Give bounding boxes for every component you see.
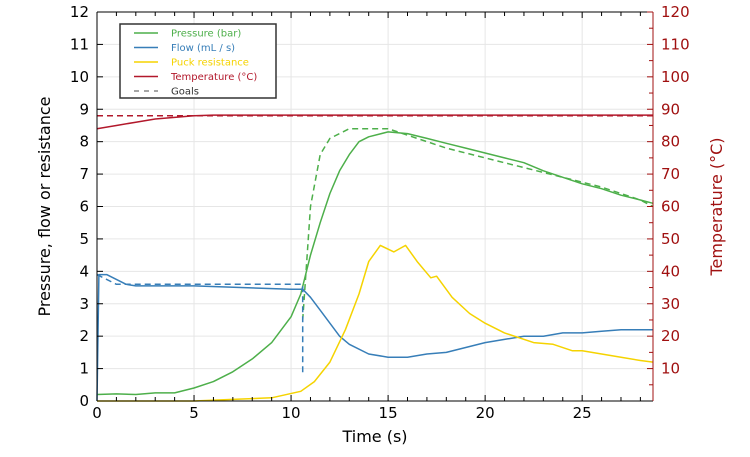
- legend-label: Temperature (°C): [170, 72, 257, 83]
- y-tick-label: 3: [79, 295, 89, 313]
- legend: [119, 23, 277, 99]
- y-tick-label: 10: [70, 68, 89, 86]
- legend-label: Puck resistance: [171, 58, 249, 69]
- y-axis-label: Pressure, flow or resistance: [35, 96, 54, 316]
- legend-label: Pressure (bar): [171, 29, 241, 40]
- y2-tick-label: 80: [661, 133, 680, 151]
- y2-tick-label: 70: [661, 165, 680, 183]
- series-line-puck-resistance: [97, 244, 654, 402]
- y-tick-label: 7: [79, 165, 89, 183]
- y2-tick-label: 120: [661, 3, 690, 21]
- y-tick-label: 1: [79, 360, 89, 378]
- y2-tick-label: 110: [661, 35, 690, 53]
- y2-tick-label: 100: [661, 68, 690, 86]
- y2-tick-label: 10: [661, 360, 680, 378]
- y-tick-label: 0: [79, 392, 89, 410]
- y2-tick-label: 90: [661, 100, 680, 118]
- y-tick-label: 9: [79, 100, 89, 118]
- y2-tick-label: 50: [661, 230, 680, 248]
- x-axis-label: Time (s): [341, 427, 407, 446]
- y2-axis-label: Temperature (°C): [707, 137, 726, 276]
- y2-tick-label: 40: [661, 262, 680, 280]
- y2-tick-label: 60: [661, 198, 680, 216]
- y-tick-label: 2: [79, 327, 89, 345]
- x-tick-label: 5: [189, 404, 199, 422]
- y-tick-label: 11: [70, 35, 89, 53]
- y-tick-label: 4: [79, 262, 89, 280]
- series-line-flow-ml-s-: [96, 273, 653, 402]
- series-line-flow-goal: [96, 273, 304, 376]
- y2-tick-label: 20: [661, 327, 680, 345]
- legend-label: Flow (mL / s): [171, 43, 235, 54]
- y-tick-label: 12: [70, 3, 89, 21]
- y-tick-label: 5: [79, 230, 89, 248]
- x-tick-label: 25: [573, 404, 592, 422]
- legend-label: Goals: [171, 87, 199, 98]
- series-line-pressure-bar-: [96, 131, 654, 396]
- y2-tick-label: 30: [661, 295, 680, 313]
- y-tick-label: 6: [79, 198, 89, 216]
- x-tick-label: 20: [476, 404, 495, 422]
- x-tick-label: 15: [379, 404, 398, 422]
- series-line-pressure-goal: [301, 127, 654, 321]
- series-line-temperature-c-: [96, 114, 653, 130]
- x-tick-label: 0: [92, 404, 102, 422]
- x-tick-label: 10: [282, 404, 301, 422]
- y-tick-label: 8: [79, 133, 89, 151]
